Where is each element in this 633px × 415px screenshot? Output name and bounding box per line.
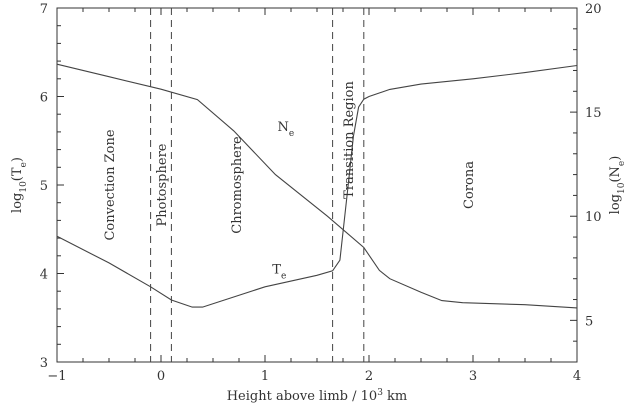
y-right-tick-label: 15 (585, 106, 602, 121)
curve-label-Te: Te (272, 263, 286, 282)
y-left-tick-label: 4 (40, 268, 48, 283)
y-axis-right-title: log10(Ne) (608, 156, 627, 215)
region-label: Chromosphere (230, 136, 245, 234)
series-line-Te (56, 64, 578, 308)
y-axis-left-title: log10(Te) (10, 157, 29, 213)
x-tick-label: 3 (469, 369, 477, 384)
region-label: Convection Zone (103, 129, 118, 240)
y-left-tick-label: 3 (40, 356, 48, 371)
x-tick-label: −1 (47, 369, 66, 384)
curve-label-Ne: Ne (277, 120, 294, 139)
x-tick-label: 4 (573, 369, 581, 384)
x-tick-label: 2 (365, 369, 373, 384)
region-label: Photosphere (155, 143, 170, 226)
x-axis-title: Height above limb / 103 km (227, 388, 408, 404)
y-right-tick-label: 10 (585, 210, 602, 225)
y-left-tick-label: 7 (40, 2, 48, 17)
y-right-tick-label: 20 (585, 2, 602, 17)
y-left-tick-label: 5 (40, 179, 48, 194)
region-boundaries (150, 8, 365, 362)
axis-ticks: −1 0 1 2 3 4 3 4 5 6 7 5 10 15 20 (40, 2, 602, 384)
y-left-tick-label: 6 (40, 91, 48, 106)
region-labels: Convection Zone Photosphere Chromosphere Tr… (103, 81, 477, 241)
data-series (56, 63, 578, 309)
region-label: Corona (462, 161, 477, 209)
x-tick-label: 1 (261, 369, 269, 384)
plot-frame (56, 7, 578, 363)
series-line-Ne (56, 63, 578, 309)
curve-labels: Ne Te (272, 120, 294, 282)
x-tick-label: 0 (157, 369, 165, 384)
y-right-tick-label: 5 (585, 314, 593, 329)
region-label: Transition Region (342, 81, 357, 199)
